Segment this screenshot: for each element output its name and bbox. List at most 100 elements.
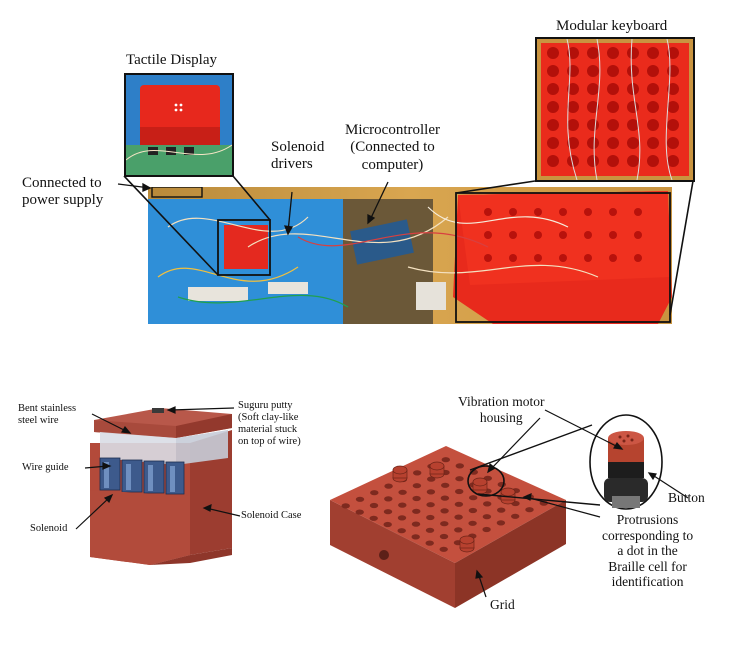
keyboard-hole — [667, 137, 679, 149]
setup-photo — [148, 187, 672, 324]
grid-hole — [496, 520, 506, 526]
keyboard-hole — [547, 83, 559, 95]
grid-hole — [426, 502, 435, 508]
grid-hole — [468, 520, 477, 526]
keyboard-hole — [627, 137, 639, 149]
grid-hole — [441, 482, 450, 488]
keyboard-hole — [607, 101, 619, 113]
grid-hole — [369, 515, 378, 521]
keyboard-hole — [587, 47, 599, 59]
grid-hole — [397, 515, 407, 521]
keyboard-hole — [627, 119, 639, 131]
grid-hole — [440, 508, 449, 514]
label-modular-keyboard: Modular keyboard — [556, 18, 668, 34]
keyboard-hole — [607, 83, 619, 95]
grid-hole — [411, 534, 420, 540]
grid-hole — [511, 513, 520, 519]
keyboard-hole — [667, 119, 679, 131]
grid-hole — [383, 521, 392, 528]
keyboard-hole — [547, 101, 559, 113]
tactile-display-inset — [124, 73, 234, 177]
label-suguru-putty: Suguru putty (Soft clay-like material st… — [238, 400, 301, 448]
modular-keyboard-inset — [535, 37, 695, 182]
grid-hole — [483, 501, 492, 507]
keyboard-hole — [567, 83, 579, 95]
grid-hole — [497, 481, 506, 488]
label-microcontroller: Microcontroller (Connected to computer) — [345, 122, 440, 173]
keyboard-hole — [587, 101, 599, 113]
grid-hole — [454, 527, 463, 533]
grid-hole — [468, 507, 478, 514]
keyboard-hole — [567, 155, 579, 167]
keyboard-hole — [607, 47, 619, 59]
keyboard-hole — [627, 155, 639, 167]
keyboard-hole — [627, 47, 639, 59]
grid-hole — [441, 457, 450, 463]
keyboard-hole — [667, 155, 679, 167]
keyboard-hole — [547, 47, 559, 59]
keyboard-hole — [587, 65, 599, 77]
label-solenoid: Solenoid — [30, 523, 68, 534]
keyboard-hole — [547, 155, 559, 167]
keyboard-hole — [667, 101, 679, 113]
label-vibration-motor: Vibration motor housing — [458, 394, 545, 425]
keyboard-hole — [647, 155, 659, 167]
grid-hole — [426, 489, 436, 495]
grid-hole — [398, 489, 407, 495]
grid-hole — [425, 540, 434, 546]
grid-hole — [412, 483, 422, 489]
keyboard-hole — [547, 137, 559, 149]
keyboard-hole — [647, 101, 659, 113]
label-bent-wire: Bent stainless steel wire — [18, 403, 77, 427]
grid-hole — [454, 514, 463, 520]
button-closeup — [604, 431, 648, 508]
keyboard-hole — [607, 137, 619, 149]
grid-hole — [455, 476, 464, 482]
grid-hole — [355, 496, 365, 502]
grid-hole — [454, 501, 464, 507]
label-connected-power: Connected to power supply — [22, 175, 104, 209]
keyboard-hole — [647, 137, 659, 149]
grid-hole — [482, 526, 491, 533]
keyboard-hole — [547, 65, 559, 77]
label-solenoid-case: Solenoid Case — [241, 510, 302, 521]
label-wire-guide: Wire guide — [22, 462, 69, 473]
grid-hole — [383, 509, 393, 515]
label-grid: Grid — [490, 597, 515, 612]
keyboard-hole — [627, 65, 639, 77]
grid-hole — [384, 483, 393, 489]
label-tactile-display: Tactile Display — [126, 52, 218, 68]
grid-hole — [469, 495, 478, 501]
grid-hole — [497, 507, 506, 513]
grid-hole — [455, 463, 464, 469]
keyboard-hole — [587, 83, 599, 95]
grid-hole — [398, 502, 407, 508]
grid-hole — [369, 502, 379, 509]
keyboard-hole — [567, 137, 579, 149]
grid-hole — [439, 546, 448, 552]
keyboard-hole — [607, 155, 619, 167]
grid-hole — [412, 495, 421, 502]
keyboard-hole — [547, 119, 559, 131]
grid-hole — [384, 496, 393, 502]
grid-hole — [411, 521, 421, 527]
grid-hole — [370, 490, 379, 496]
keyboard-hole — [587, 137, 599, 149]
grid-hole — [397, 528, 406, 534]
keyboard-hole — [647, 47, 659, 59]
keyboard-hole — [667, 83, 679, 95]
grid-hole — [425, 527, 435, 533]
keyboard-hole — [647, 65, 659, 77]
grid-hole — [525, 507, 534, 513]
button-closeup-circle — [589, 414, 663, 510]
label-solenoid-drivers: Solenoid drivers — [271, 139, 325, 173]
keyboard-hole — [607, 65, 619, 77]
keyboard-hole — [587, 155, 599, 167]
grid-hole — [439, 533, 449, 540]
keyboard-hole — [607, 119, 619, 131]
grid-hole — [427, 476, 436, 482]
keyboard-hole — [647, 83, 659, 95]
